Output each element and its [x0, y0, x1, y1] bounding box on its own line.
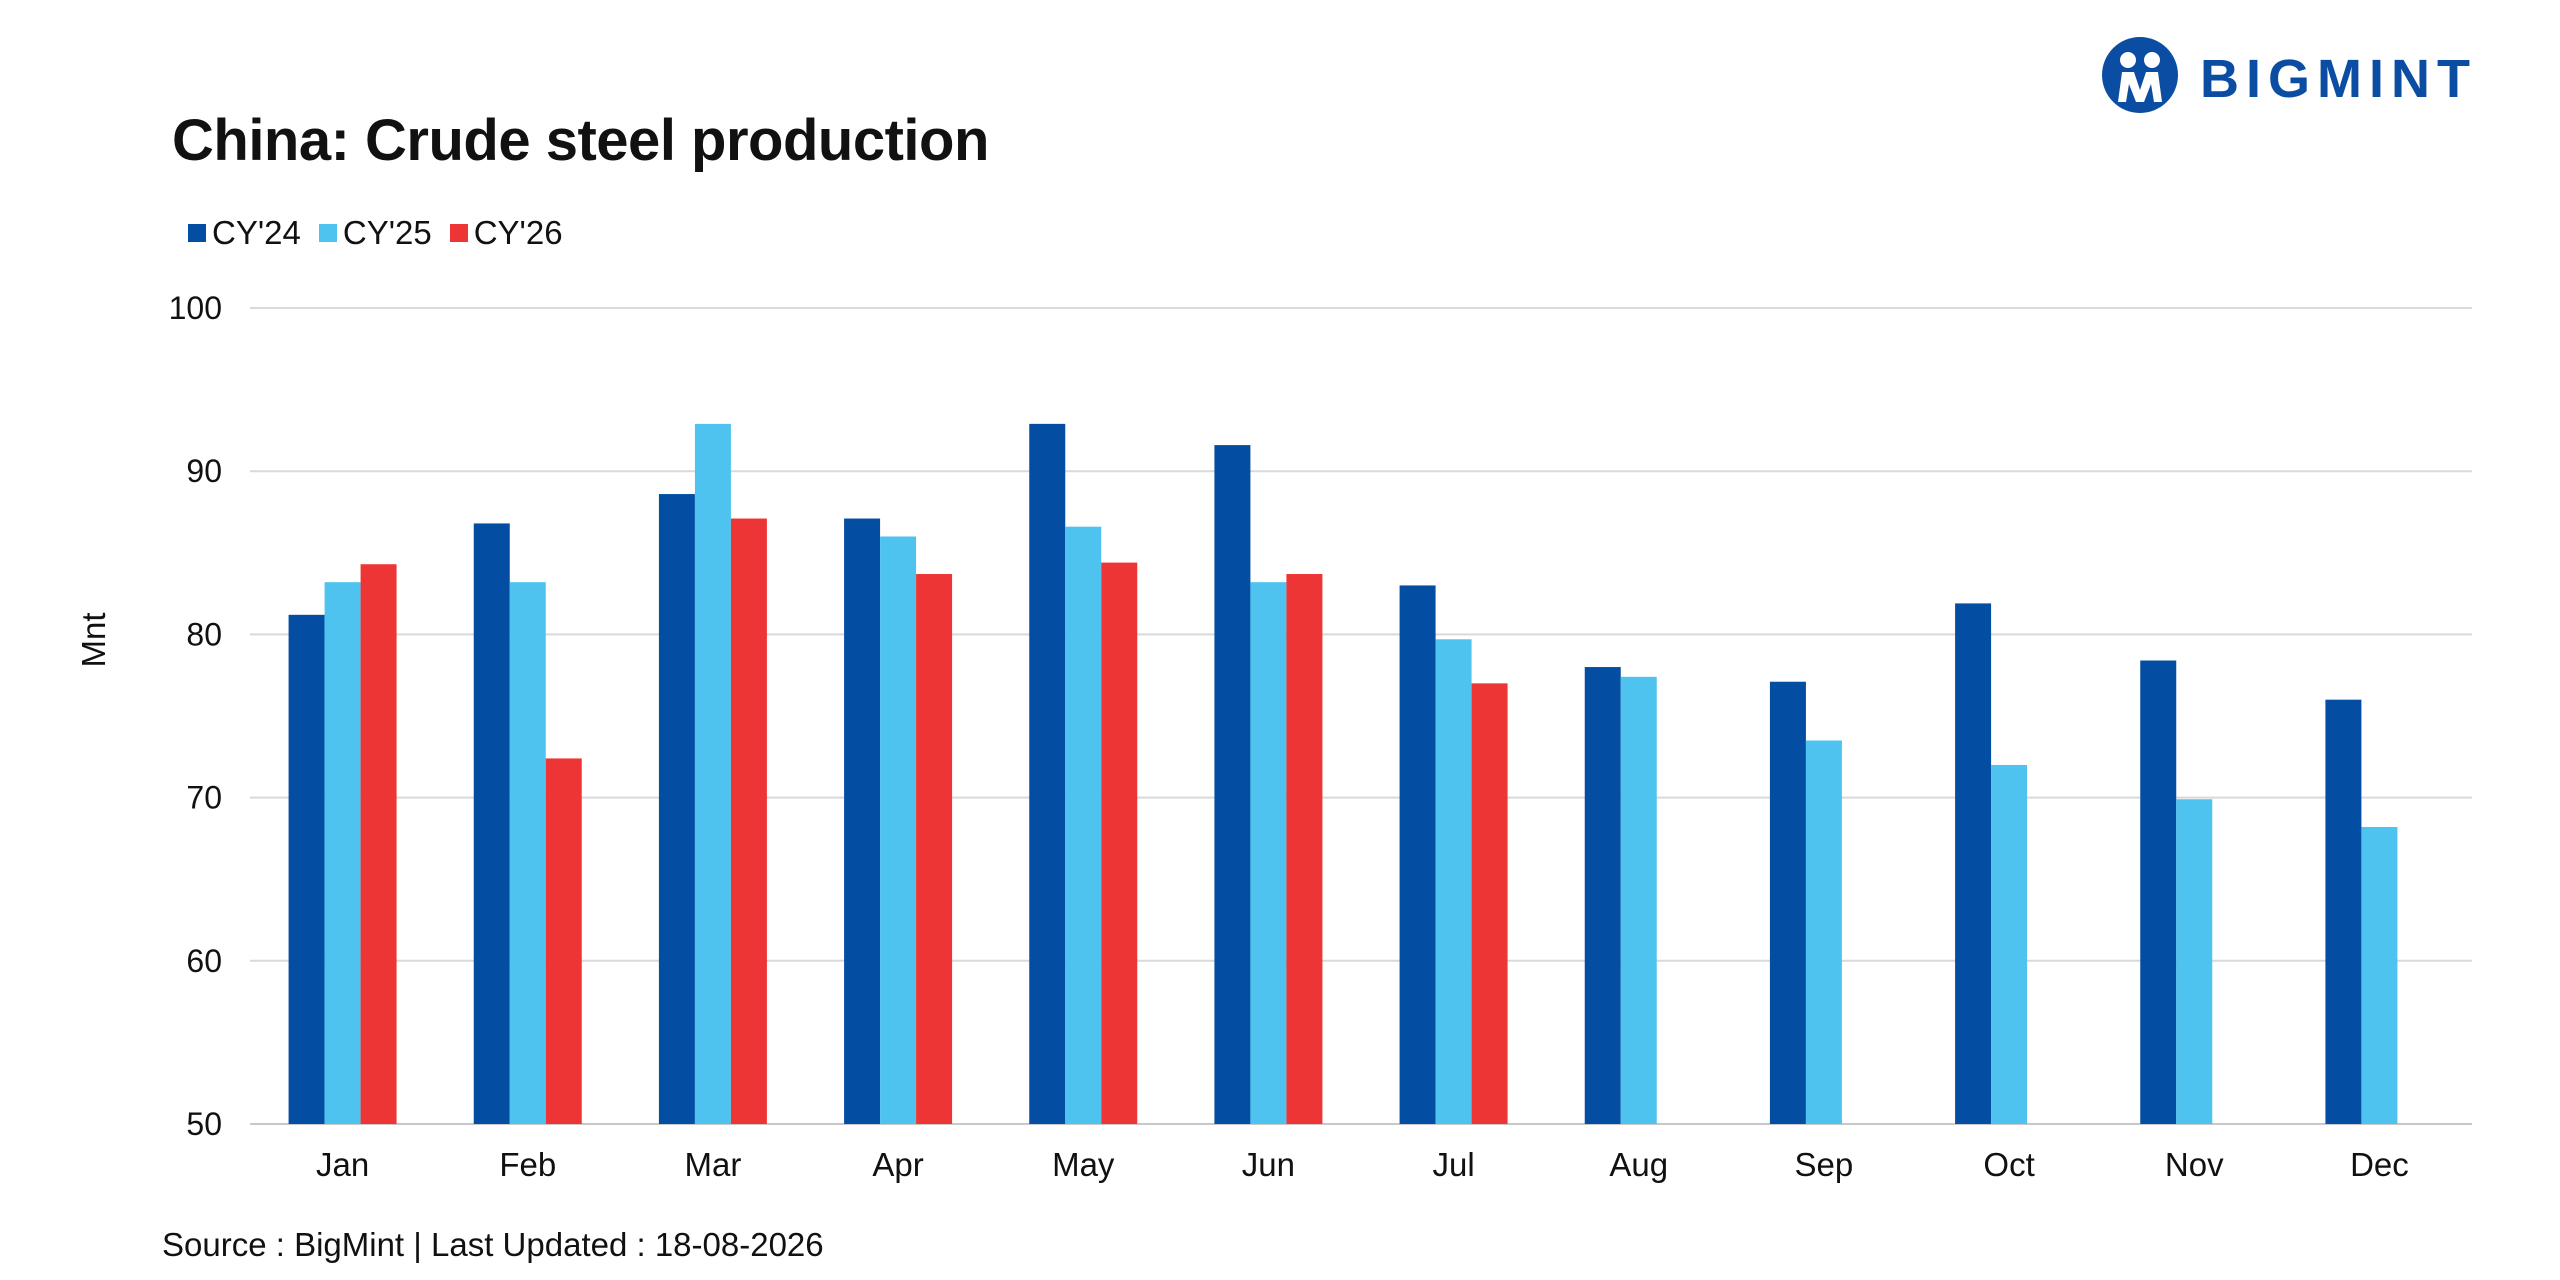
bar-cy25-feb [509, 582, 546, 1124]
bar-cy24-jul [1399, 585, 1436, 1124]
bar-cy25-jun [1250, 582, 1287, 1124]
y-tick-label: 70 [186, 780, 222, 816]
bar-cy26-jun [1286, 574, 1323, 1124]
legend-swatch [449, 224, 468, 242]
x-tick-label: Oct [1983, 1146, 2034, 1183]
chart-title: China: Crude steel production [172, 108, 989, 173]
legend-label: CY'26 [473, 214, 563, 251]
bar-cy24-jun [1214, 445, 1251, 1124]
legend-label: CY'24 [212, 214, 301, 251]
bar-cy25-aug [1620, 676, 1657, 1124]
bar-cy24-mar [658, 494, 695, 1125]
bar-cy24-nov [2140, 660, 2177, 1124]
bar-cy24-oct [1955, 603, 1992, 1124]
bar-cy25-dec [2361, 826, 2398, 1124]
x-tick-label: Mar [684, 1146, 741, 1183]
legend-item-cy24: CY'24 [188, 214, 301, 252]
bar-cy24-aug [1584, 667, 1621, 1124]
legend-swatch [318, 224, 337, 242]
y-tick-label: 80 [186, 616, 222, 652]
bigmint-logo-text: BIGMINT [2200, 49, 2477, 109]
chart-legend: CY'24 CY'25 CY'26 [188, 214, 581, 252]
bigmint-logo: BIGMINT [2102, 37, 2477, 113]
legend-item-cy25: CY'25 [318, 214, 432, 252]
bar-cy24-feb [473, 523, 510, 1124]
bar-cy24-jan [288, 614, 325, 1124]
bigmint-logo-icon [2102, 37, 2178, 113]
bar-cy26-mar [730, 518, 767, 1124]
x-tick-label: Aug [1609, 1146, 1668, 1183]
source-note: Source : BigMint | Last Updated : 18-08-… [162, 1226, 824, 1263]
bar-cy25-apr [880, 536, 917, 1124]
bar-cy26-jul [1471, 683, 1508, 1124]
bar-cy24-dec [2325, 699, 2362, 1124]
y-tick-label: 100 [169, 290, 222, 326]
x-tick-label: May [1052, 1146, 1115, 1183]
y-tick-label: 50 [186, 1106, 222, 1142]
bar-cy25-oct [1991, 764, 2028, 1124]
bar-cy25-sep [1805, 740, 1842, 1124]
bar-cy24-sep [1769, 681, 1806, 1124]
x-tick-label: Dec [2350, 1146, 2409, 1183]
x-tick-label: Apr [872, 1146, 923, 1183]
bar-cy25-mar [694, 423, 731, 1124]
x-tick-label: Jun [1242, 1146, 1295, 1183]
bar-cy26-may [1101, 562, 1138, 1124]
bar-cy25-may [1065, 526, 1102, 1124]
legend-swatch [188, 224, 206, 242]
bar-cy24-apr [844, 518, 881, 1124]
x-tick-label: Sep [1795, 1146, 1854, 1183]
legend-label: CY'25 [342, 214, 432, 251]
x-tick-label: Feb [499, 1146, 556, 1183]
bar-cy25-jul [1435, 639, 1472, 1124]
x-tick-label: Jul [1432, 1146, 1474, 1183]
bar-cy25-nov [2176, 799, 2213, 1124]
bar-cy26-feb [545, 758, 582, 1124]
y-tick-label: 60 [186, 943, 222, 979]
bar-cy24-may [1029, 423, 1066, 1124]
bar-cy25-jan [324, 582, 361, 1124]
legend-item-cy26: CY'26 [449, 214, 563, 252]
bar-cy26-jan [360, 564, 397, 1124]
bar-cy26-apr [916, 574, 953, 1124]
x-tick-label: Nov [2165, 1146, 2224, 1183]
y-tick-label: 90 [186, 453, 222, 489]
x-tick-label: Jan [316, 1146, 369, 1183]
